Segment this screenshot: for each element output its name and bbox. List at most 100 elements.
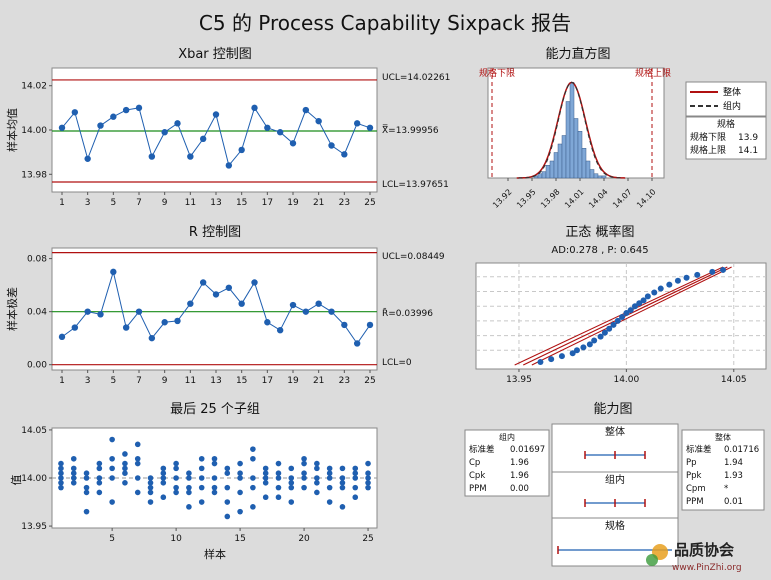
xbar-x-tick-label: 11 bbox=[185, 198, 196, 208]
r-x-tick-label: 1 bbox=[59, 376, 65, 386]
subgroups-point bbox=[250, 475, 256, 481]
subgroups-point bbox=[314, 465, 320, 472]
probability-point bbox=[720, 266, 727, 273]
overall-stats-table bbox=[681, 429, 765, 511]
subgroups-point bbox=[301, 475, 307, 481]
subgroups-point bbox=[326, 470, 333, 476]
xbar-x-tick-label: 1 bbox=[59, 198, 65, 208]
spec-title: 规格 bbox=[717, 118, 735, 130]
probability-point bbox=[636, 300, 643, 307]
subgroups-point bbox=[109, 499, 115, 505]
xbar-point bbox=[71, 109, 79, 116]
subgroups-point bbox=[301, 455, 307, 462]
histogram-bar bbox=[569, 82, 575, 179]
subgroups-point bbox=[237, 460, 243, 467]
probability-point bbox=[709, 268, 716, 275]
subgroups-point bbox=[70, 465, 77, 472]
xbar-plot-area bbox=[51, 67, 378, 193]
subgroups-point bbox=[83, 484, 90, 491]
probability-ci-lower bbox=[531, 266, 732, 366]
r-point bbox=[251, 279, 258, 286]
logo-brand: 品质协会 bbox=[674, 541, 734, 559]
spec-strip-title: 规格 bbox=[605, 519, 625, 532]
subgroups-point bbox=[314, 475, 320, 481]
histogram-legend bbox=[685, 81, 767, 117]
subgroups-point bbox=[275, 475, 282, 481]
subgroups-point bbox=[83, 470, 90, 476]
probability-point bbox=[580, 344, 587, 351]
overall-stat-name: Ppk bbox=[686, 471, 702, 481]
probability-point bbox=[614, 317, 621, 324]
r-point bbox=[97, 311, 104, 318]
r-point bbox=[58, 333, 66, 341]
probability-point bbox=[548, 356, 555, 363]
xbar-point bbox=[315, 117, 322, 125]
subgroups-point bbox=[275, 470, 282, 476]
subgroups-point bbox=[198, 465, 205, 472]
spec-lsl-name: 规格下限 bbox=[690, 131, 726, 143]
subgroups-point bbox=[250, 484, 256, 491]
probability-title: 正态 概率图 bbox=[565, 224, 634, 240]
subgroups-point bbox=[173, 475, 179, 481]
xbar-x-tick-label: 23 bbox=[339, 198, 350, 208]
r-x-tick-label: 19 bbox=[287, 376, 299, 386]
r-title: R 控制图 bbox=[189, 225, 241, 240]
subgroups-point bbox=[109, 465, 115, 472]
xbar-point bbox=[353, 120, 361, 127]
within-stat-value: 0.01697 bbox=[510, 445, 545, 455]
histogram-bar bbox=[549, 160, 555, 179]
probability-point bbox=[683, 274, 690, 281]
xbar-lcl-label: LCL=13.97651 bbox=[382, 180, 449, 190]
r-point bbox=[84, 308, 91, 315]
subgroups-point bbox=[326, 484, 333, 491]
subgroups-point bbox=[134, 441, 141, 448]
histogram-bar bbox=[541, 171, 547, 179]
probability-x-tick-label: 14.00 bbox=[613, 375, 639, 385]
within-stat-value: 1.96 bbox=[510, 458, 529, 468]
subgroups-point bbox=[224, 484, 231, 491]
subgroups-point bbox=[339, 504, 346, 510]
legend-overall-label: 整体 bbox=[723, 86, 741, 98]
overall-stat-value: * bbox=[724, 484, 728, 494]
xbar-point bbox=[366, 124, 374, 131]
histogram-bar bbox=[553, 152, 559, 179]
within-strip-title: 组内 bbox=[605, 473, 625, 486]
subgroups-point bbox=[83, 508, 90, 515]
subgroups-point bbox=[352, 484, 359, 491]
subgroups-point bbox=[288, 499, 295, 505]
overall-stat-name: PPM bbox=[686, 497, 704, 507]
histogram-title: 能力直方图 bbox=[545, 46, 610, 62]
r-point bbox=[353, 340, 361, 347]
r-x-tick-label: 7 bbox=[136, 376, 142, 386]
subgroups-point bbox=[173, 465, 179, 472]
r-point bbox=[315, 300, 322, 307]
logo-url: www.PinZhi.org bbox=[672, 563, 742, 573]
r-point bbox=[366, 321, 374, 329]
within-rows: 标准差 0.01697 Cp 1.96 Cpk 1.96 PPM 0.00 bbox=[469, 444, 545, 494]
subgroups-point bbox=[262, 465, 269, 472]
probability-point bbox=[606, 325, 613, 332]
xbar-point bbox=[328, 142, 335, 149]
probability-point bbox=[569, 350, 576, 357]
r-point bbox=[212, 291, 220, 298]
xbar-point bbox=[289, 140, 297, 147]
subgroups-point bbox=[96, 480, 103, 486]
r-x-tick-label: 15 bbox=[236, 376, 247, 386]
xbar-chart: Xbar 控制图 样本均值 1 3 5 7 9 11 13 15 17 19 21 23 2513.98… bbox=[5, 47, 450, 208]
r-x-tick-label: 25 bbox=[364, 376, 375, 386]
probability-point bbox=[619, 313, 626, 320]
probability-fit-line bbox=[522, 266, 728, 366]
capability-title: 能力图 bbox=[593, 402, 632, 417]
xbar-ylabel: 样本均值 bbox=[5, 108, 19, 152]
subgroups-xlabel: 样本 bbox=[204, 547, 226, 561]
report-title: C5 的 Process Capability Sixpack 报告 bbox=[199, 11, 571, 35]
r-point bbox=[341, 321, 348, 329]
r-point bbox=[110, 268, 117, 276]
subgroups-point bbox=[122, 470, 128, 476]
r-point bbox=[264, 319, 271, 326]
subgroups-point bbox=[301, 484, 307, 491]
subgroups-point bbox=[70, 475, 77, 481]
spec-lsl-value: 13.9 bbox=[738, 133, 758, 143]
probability-point bbox=[694, 271, 701, 278]
